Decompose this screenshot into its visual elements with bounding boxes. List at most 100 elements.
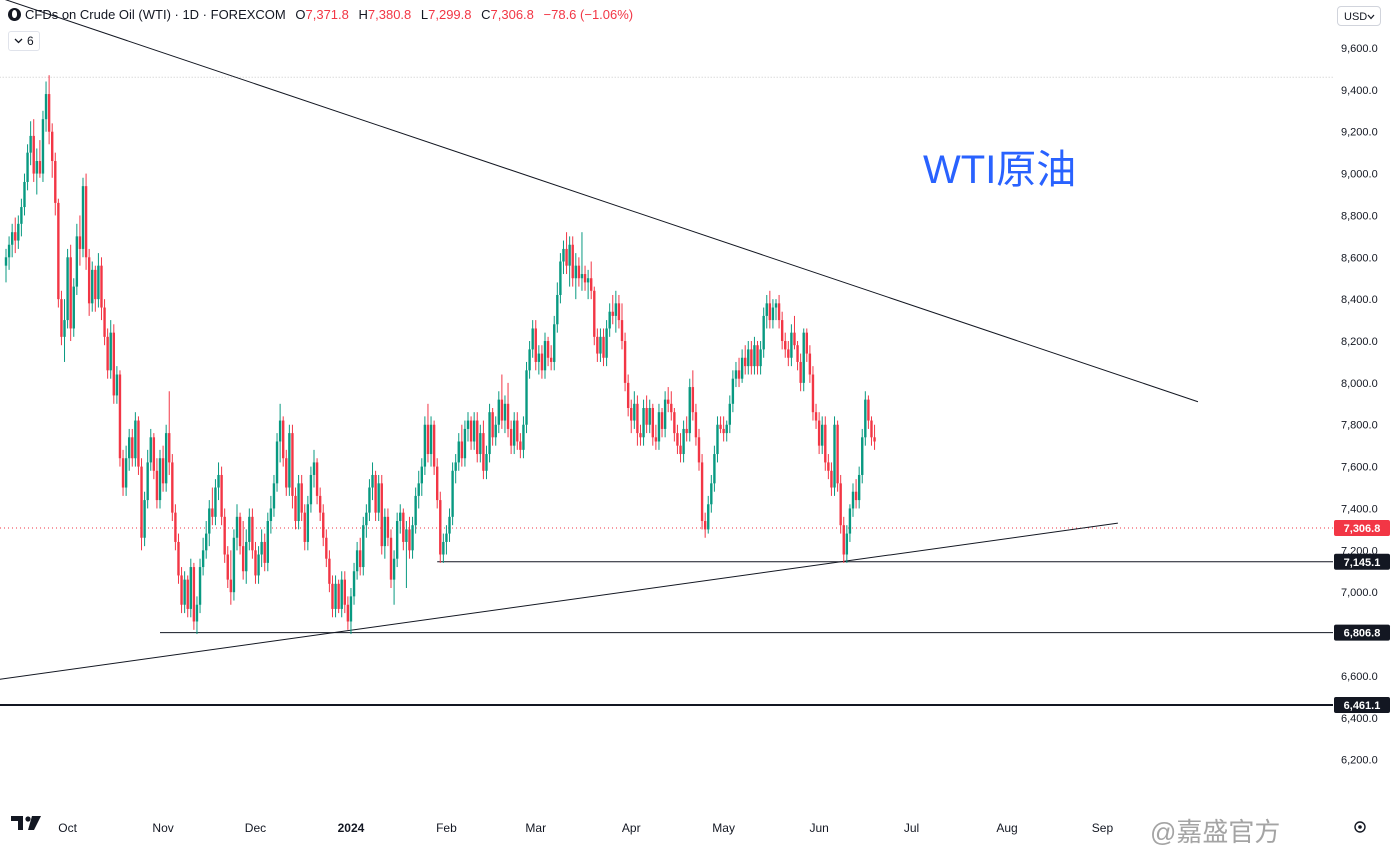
candle-body xyxy=(780,320,784,342)
candle xyxy=(315,458,319,505)
candle-body xyxy=(306,504,310,542)
symbol-legend[interactable]: CFDs on Crude Oil (WTI) · 1D · FOREXCOM … xyxy=(8,7,633,22)
candle xyxy=(525,361,528,434)
candle-body xyxy=(359,550,362,568)
candle xyxy=(134,412,137,467)
candle-body xyxy=(673,412,676,434)
candle xyxy=(383,508,387,559)
candle-body xyxy=(140,466,143,538)
candle xyxy=(651,403,654,446)
candle xyxy=(568,236,571,287)
candle xyxy=(47,75,51,145)
candle xyxy=(371,462,374,501)
candle-body xyxy=(161,458,165,484)
candle-body xyxy=(697,437,701,463)
candle-body xyxy=(81,186,85,249)
candle xyxy=(374,470,377,522)
candle xyxy=(288,424,291,496)
candle-body xyxy=(774,303,778,308)
candle-body xyxy=(420,466,423,484)
candle-body xyxy=(349,596,353,622)
candle-body xyxy=(460,441,464,459)
candle-body xyxy=(137,420,140,467)
candle-body xyxy=(4,257,8,266)
candle xyxy=(466,412,470,442)
candle-body xyxy=(10,232,14,245)
candle xyxy=(171,454,174,522)
candle xyxy=(805,328,808,362)
candle-body xyxy=(97,265,100,300)
candle xyxy=(787,341,790,367)
candle xyxy=(220,466,223,526)
candle xyxy=(211,487,214,526)
candle-body xyxy=(694,412,698,438)
candle-body xyxy=(355,550,359,572)
candle-body xyxy=(451,470,454,517)
candle-body xyxy=(457,441,460,463)
chart-annotation[interactable]: WTI原油 xyxy=(923,148,1077,192)
candle xyxy=(115,366,119,404)
candle-body xyxy=(620,320,624,342)
candle-body xyxy=(836,424,839,484)
candle xyxy=(78,215,82,266)
candle-body xyxy=(703,521,707,530)
candle xyxy=(731,370,735,413)
candle xyxy=(697,428,701,471)
candle xyxy=(14,217,17,254)
candle-body xyxy=(189,567,192,609)
candle-body xyxy=(479,433,482,455)
candle-body xyxy=(17,223,20,241)
candle xyxy=(235,504,239,551)
candle-body xyxy=(124,458,128,488)
candle xyxy=(377,474,380,522)
candle xyxy=(118,370,122,467)
tradingview-logo[interactable] xyxy=(11,812,43,837)
time-tick-label: Apr xyxy=(622,821,641,835)
candle xyxy=(423,416,427,475)
candle xyxy=(124,445,128,496)
candle xyxy=(617,294,621,329)
candle xyxy=(710,474,713,513)
candle xyxy=(713,445,716,492)
candle xyxy=(614,290,618,333)
candle-body xyxy=(660,412,664,429)
candle xyxy=(349,587,353,635)
candle xyxy=(722,416,725,442)
candle xyxy=(32,119,35,182)
candle-body xyxy=(386,516,390,538)
candle xyxy=(596,328,599,362)
time-tick-label: Jul xyxy=(904,821,919,835)
close-value: 7,306.8 xyxy=(490,7,534,22)
currency-button[interactable]: USD xyxy=(1337,6,1381,26)
candle-body xyxy=(599,336,602,354)
chart-settings-button[interactable] xyxy=(1353,820,1367,839)
candle xyxy=(106,328,109,379)
candle-body xyxy=(759,349,762,367)
candle xyxy=(556,282,559,333)
candle xyxy=(158,449,162,509)
candle-body xyxy=(417,483,420,496)
candle-body xyxy=(623,341,627,383)
candle xyxy=(226,546,229,588)
indicators-toggle[interactable]: 6 xyxy=(8,31,40,51)
candle-body xyxy=(395,521,399,559)
candle xyxy=(660,407,664,438)
candle xyxy=(811,366,815,421)
candle-body xyxy=(35,161,38,174)
time-tick-label: Jun xyxy=(809,821,828,835)
candle-body xyxy=(796,345,799,362)
candle xyxy=(528,341,531,379)
candle-body xyxy=(54,161,57,203)
candle-body xyxy=(66,257,69,321)
candle-body xyxy=(158,458,162,501)
candle-body xyxy=(472,420,476,442)
candle-body xyxy=(229,579,233,593)
candle-body xyxy=(282,420,285,459)
candle-body xyxy=(84,186,88,258)
candle xyxy=(817,412,821,455)
candle-body xyxy=(352,571,356,597)
candle xyxy=(340,571,343,618)
open-label: O xyxy=(295,7,306,22)
candle-body xyxy=(448,516,451,534)
